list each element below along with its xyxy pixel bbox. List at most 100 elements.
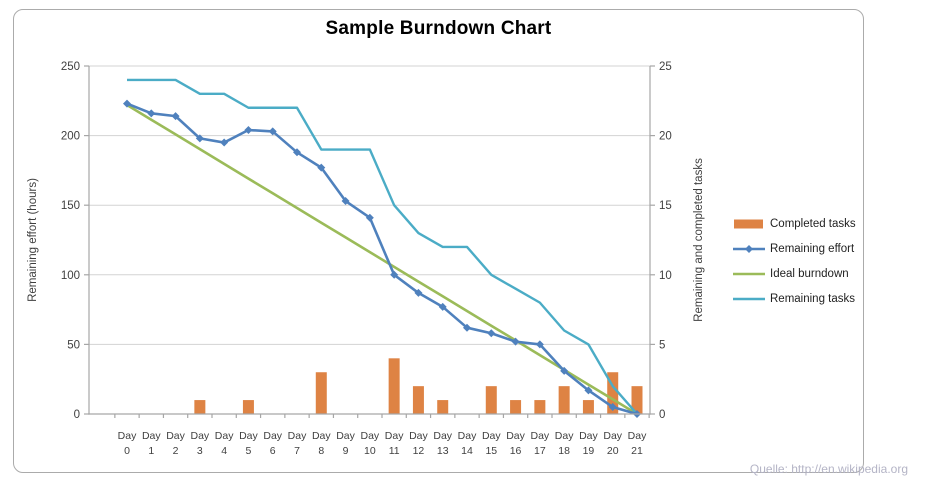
- diamond-marker: [511, 337, 520, 346]
- right-axis-tick: 0: [659, 409, 665, 421]
- bar: [534, 400, 546, 414]
- x-label-number: 19: [583, 445, 595, 457]
- legend-item-remaining-tasks: Remaining tasks: [733, 293, 856, 305]
- legend: Completed tasks Remaining effort Ideal bur…: [733, 218, 856, 318]
- completed-tasks-bars: [194, 358, 643, 414]
- line-swatch-icon: [733, 297, 765, 301]
- x-label-word: Day: [336, 430, 355, 442]
- diamond-marker: [414, 288, 423, 297]
- x-label-word: Day: [288, 430, 307, 442]
- bar: [315, 372, 327, 414]
- diamond-marker: [535, 340, 544, 349]
- bar: [194, 400, 206, 414]
- diamond-marker: [365, 213, 374, 222]
- x-label-word: Day: [118, 430, 137, 442]
- x-label-word: Day: [603, 430, 622, 442]
- x-label-number: 7: [294, 445, 300, 457]
- diamond-marker: [584, 386, 593, 395]
- x-label-word: Day: [531, 430, 550, 442]
- x-label-word: Day: [312, 430, 331, 442]
- bar: [607, 372, 619, 414]
- x-label-number: 18: [558, 445, 570, 457]
- left-axis-tick: 0: [74, 409, 80, 421]
- x-label-number: 13: [437, 445, 449, 457]
- legend-label: Remaining tasks: [770, 293, 856, 305]
- right-axis-title: Remaining and completed tasks: [693, 158, 705, 322]
- left-axis-tick: 50: [67, 339, 80, 351]
- bar: [242, 400, 254, 414]
- diamond-marker: [390, 270, 399, 279]
- right-axis-tick: 10: [659, 270, 672, 282]
- diamond-marker: [244, 126, 253, 135]
- bar: [388, 358, 400, 414]
- chart-title: Sample Burndown Chart: [325, 18, 552, 39]
- x-label-number: 3: [197, 445, 203, 457]
- x-label-number: 6: [270, 445, 276, 457]
- ideal-burndown-line: [126, 103, 638, 416]
- left-axis-title: Remaining effort (hours): [27, 178, 39, 302]
- x-label-word: Day: [215, 430, 234, 442]
- watermark: Quelle: http://en.wikipedia.org: [749, 462, 908, 476]
- x-label-number: 10: [364, 445, 376, 457]
- diamond-marker: [608, 403, 617, 412]
- diamond-marker: [317, 163, 326, 172]
- diamond-marker: [438, 302, 447, 311]
- left-axis-tick: 150: [61, 200, 80, 212]
- x-label-word: Day: [142, 430, 161, 442]
- right-axis-tick: 15: [659, 200, 672, 212]
- bar: [558, 386, 570, 414]
- line-swatch-icon: [733, 272, 765, 276]
- x-label-number: 1: [148, 445, 154, 457]
- bar-swatch-icon: [734, 219, 763, 229]
- x-label-word: Day: [361, 430, 380, 442]
- left-axis-tick: 200: [61, 131, 80, 143]
- bar: [510, 400, 522, 414]
- bar: [485, 386, 497, 414]
- legend-item-completed-tasks: Completed tasks: [733, 218, 856, 230]
- remaining-tasks-line: [127, 78, 638, 415]
- left-axis-tick: 250: [61, 61, 80, 73]
- x-label-number: 2: [173, 445, 179, 457]
- diamond-marker: [268, 127, 277, 136]
- right-axis-tick: 5: [659, 339, 665, 351]
- x-label-number: 16: [510, 445, 522, 457]
- diamond-marker: [463, 323, 471, 332]
- right-axis-tick: 25: [659, 61, 672, 73]
- x-label-number: 17: [534, 445, 546, 457]
- x-label-word: Day: [482, 430, 501, 442]
- left-axis-tick: 100: [61, 270, 80, 282]
- legend-label: Remaining effort: [770, 243, 855, 255]
- legend-label: Ideal burndown: [770, 268, 849, 280]
- x-label-number: 20: [607, 445, 619, 457]
- x-label-word: Day: [239, 430, 258, 442]
- line-swatch-icon: [733, 245, 765, 253]
- x-label-word: Day: [458, 430, 477, 442]
- x-label-number: 5: [246, 445, 252, 457]
- x-label-number: 15: [485, 445, 497, 457]
- x-label-number: 9: [343, 445, 349, 457]
- bar: [412, 386, 424, 414]
- x-label-word: Day: [409, 430, 428, 442]
- x-label-word: Day: [579, 430, 598, 442]
- x-label-word: Day: [506, 430, 525, 442]
- x-label-word: Day: [385, 430, 404, 442]
- axes: [84, 65, 655, 418]
- x-label-word: Day: [628, 430, 647, 442]
- legend-item-remaining-effort: Remaining effort: [733, 243, 856, 255]
- remaining-effort-line: [126, 102, 638, 416]
- x-label-word: Day: [263, 430, 282, 442]
- diamond-marker: [560, 366, 569, 375]
- diamond-marker: [147, 109, 156, 118]
- legend-item-ideal-burndown: Ideal burndown: [733, 268, 856, 280]
- diamond-marker: [220, 138, 229, 147]
- x-label-number: 12: [413, 445, 425, 457]
- x-label-number: 4: [221, 445, 227, 457]
- x-axis-labels: Day 0 Day 1 Day 2 Day 3 Day 4 Day 5 Day 6 Day 7 Day 8 Day 9…: [118, 430, 647, 457]
- x-label-number: 14: [461, 445, 473, 457]
- tick-labels: 0 50 100 150 200 250 0 5 10 15 20 25: [61, 61, 672, 421]
- diamond-marker: [487, 329, 496, 338]
- x-label-word: Day: [166, 430, 185, 442]
- bar: [437, 400, 449, 414]
